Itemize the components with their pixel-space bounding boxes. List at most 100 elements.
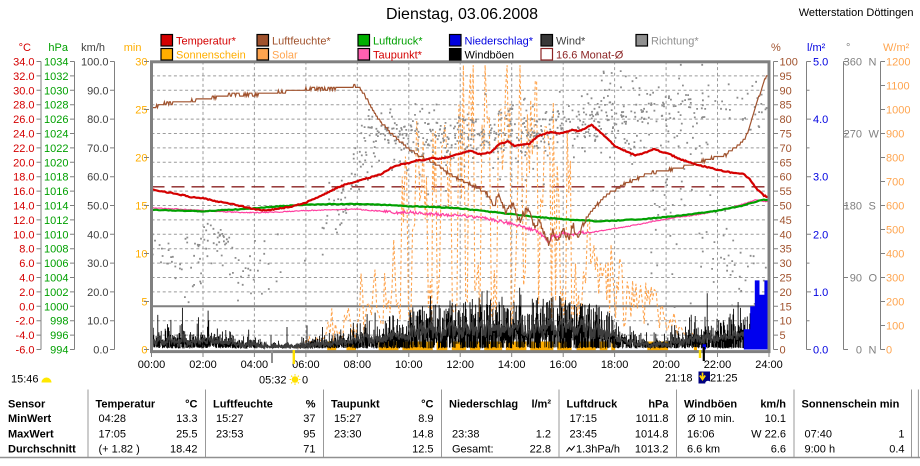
svg-text:95: 95 [303, 428, 315, 440]
svg-text:Temperatur*: Temperatur* [176, 36, 237, 48]
svg-text:5: 5 [780, 330, 786, 342]
svg-text:Ø 10 min.: Ø 10 min. [687, 413, 735, 425]
svg-text:71: 71 [303, 444, 315, 456]
svg-text:8.0: 8.0 [19, 244, 34, 256]
svg-text:1006: 1006 [44, 258, 68, 270]
svg-text:Wind*: Wind* [556, 36, 586, 48]
svg-text:W/m²: W/m² [883, 42, 910, 54]
svg-text:1024: 1024 [44, 129, 68, 141]
svg-text:Richtung*: Richtung* [651, 36, 699, 48]
svg-text:hPa: hPa [648, 399, 669, 411]
svg-text:16.6 Monat-Ø: 16.6 Monat-Ø [556, 50, 624, 62]
svg-text:10:00: 10:00 [395, 359, 423, 371]
svg-text:85: 85 [780, 100, 792, 112]
svg-text:1008: 1008 [44, 244, 68, 256]
svg-text:Wetterstation Döttingen: Wetterstation Döttingen [799, 7, 914, 19]
svg-text:55: 55 [780, 186, 792, 198]
svg-text:0: 0 [302, 375, 308, 387]
svg-text:l/m²: l/m² [531, 399, 551, 411]
svg-text:1: 1 [898, 428, 904, 440]
svg-text:2.0: 2.0 [19, 287, 34, 299]
svg-text:0.0: 0.0 [19, 301, 34, 313]
svg-text:12.0: 12.0 [13, 215, 34, 227]
svg-text:3.0: 3.0 [813, 172, 828, 184]
svg-text:1100: 1100 [886, 81, 910, 93]
svg-text:08:00: 08:00 [344, 359, 372, 371]
svg-text:25.5: 25.5 [176, 428, 197, 440]
svg-text:17:15: 17:15 [570, 413, 598, 425]
svg-text:1034: 1034 [44, 57, 68, 69]
svg-text:600: 600 [886, 201, 904, 213]
svg-text:N: N [869, 57, 877, 69]
svg-text:°C: °C [19, 42, 31, 54]
svg-text:1026: 1026 [44, 114, 68, 126]
svg-text:1.0: 1.0 [813, 287, 828, 299]
svg-text:20: 20 [780, 287, 792, 299]
svg-text:Gesamt:: Gesamt: [452, 444, 494, 456]
svg-text:(+ 1.82 ): (+ 1.82 ) [99, 444, 140, 456]
svg-text:04:28: 04:28 [99, 413, 127, 425]
svg-text:15: 15 [780, 301, 792, 313]
svg-text:24:00: 24:00 [755, 359, 783, 371]
svg-text:05:32: 05:32 [259, 375, 287, 387]
svg-text:100: 100 [886, 321, 904, 333]
svg-text:10: 10 [135, 249, 147, 261]
svg-text:22.8: 22.8 [530, 444, 551, 456]
svg-text:34.0: 34.0 [13, 57, 34, 69]
svg-text:Niederschlag*: Niederschlag* [465, 36, 534, 48]
svg-text:45: 45 [780, 215, 792, 227]
svg-text:Solar: Solar [272, 50, 298, 62]
svg-text:1014.8: 1014.8 [635, 428, 669, 440]
svg-text:Luftfeuchte*: Luftfeuchte* [272, 36, 331, 48]
svg-text:0.0: 0.0 [813, 345, 828, 357]
svg-text:100.0: 100.0 [81, 57, 109, 69]
svg-text:1016: 1016 [44, 186, 68, 198]
svg-text:-2.0: -2.0 [16, 316, 35, 328]
svg-text:70.0: 70.0 [87, 143, 108, 155]
svg-text:900: 900 [886, 129, 904, 141]
svg-text:50: 50 [780, 201, 792, 213]
svg-text:1.3hPa/h: 1.3hPa/h [576, 444, 620, 456]
svg-text:180: 180 [844, 201, 862, 213]
svg-text:l/m²: l/m² [807, 42, 826, 54]
svg-text:10.1: 10.1 [765, 413, 786, 425]
svg-text:90: 90 [850, 273, 862, 285]
svg-text:23:30: 23:30 [334, 428, 362, 440]
svg-text:1010: 1010 [44, 229, 68, 241]
svg-text:18.0: 18.0 [13, 172, 34, 184]
svg-text:24.0: 24.0 [13, 129, 34, 141]
svg-text:hPa: hPa [48, 42, 68, 54]
svg-text:15:27: 15:27 [216, 413, 244, 425]
svg-text:0: 0 [780, 345, 786, 357]
svg-text:95: 95 [780, 71, 792, 83]
svg-text:15:46: 15:46 [11, 374, 39, 386]
svg-text:0: 0 [141, 345, 147, 357]
svg-text:23:38: 23:38 [452, 428, 480, 440]
svg-text:6.0: 6.0 [19, 258, 34, 270]
svg-text:200: 200 [886, 297, 904, 309]
svg-text:W 22.6: W 22.6 [751, 428, 786, 440]
svg-text:300: 300 [886, 273, 904, 285]
svg-text:80.0: 80.0 [87, 114, 108, 126]
svg-text:30: 30 [780, 258, 792, 270]
svg-text:1012: 1012 [44, 215, 68, 227]
svg-text:W: W [869, 129, 880, 141]
svg-text:Durchschnitt: Durchschnitt [8, 444, 76, 456]
svg-text:07:40: 07:40 [805, 428, 833, 440]
svg-text:100: 100 [780, 57, 798, 69]
svg-text:Luftdruck*: Luftdruck* [373, 36, 423, 48]
svg-text:1011.8: 1011.8 [636, 413, 669, 425]
svg-text:998: 998 [50, 316, 68, 328]
svg-text:32.0: 32.0 [13, 71, 34, 83]
svg-text:80: 80 [780, 114, 792, 126]
svg-text:Windböen: Windböen [684, 399, 737, 411]
svg-text:15:27: 15:27 [334, 413, 362, 425]
svg-text:1000: 1000 [44, 301, 68, 313]
svg-text:25: 25 [135, 105, 147, 117]
svg-text:18.42: 18.42 [170, 444, 198, 456]
svg-text:21:18: 21:18 [665, 373, 693, 385]
svg-text:16.0: 16.0 [13, 186, 34, 198]
svg-text:0: 0 [856, 345, 862, 357]
svg-text:02:00: 02:00 [189, 359, 217, 371]
svg-text:1014: 1014 [44, 201, 68, 213]
